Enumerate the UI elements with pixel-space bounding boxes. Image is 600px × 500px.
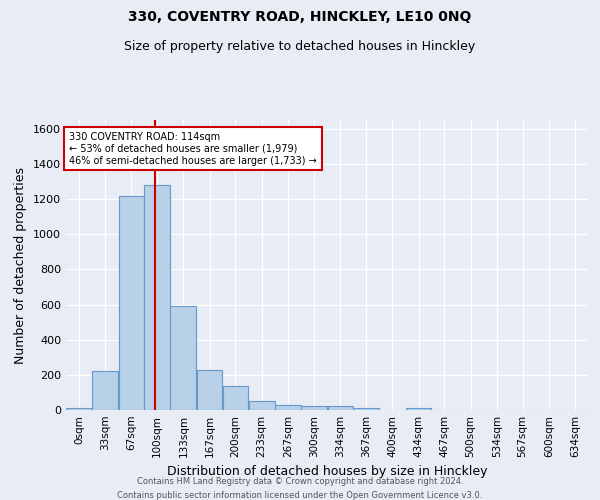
- Y-axis label: Number of detached properties: Number of detached properties: [14, 166, 28, 364]
- Bar: [275, 404, 301, 410]
- Bar: [406, 408, 431, 410]
- Bar: [328, 406, 353, 410]
- Text: Size of property relative to detached houses in Hinckley: Size of property relative to detached ho…: [124, 40, 476, 53]
- Bar: [145, 185, 170, 410]
- Bar: [66, 408, 92, 410]
- Bar: [170, 306, 196, 410]
- Bar: [223, 386, 248, 410]
- X-axis label: Distribution of detached houses by size in Hinckley: Distribution of detached houses by size …: [167, 466, 487, 478]
- Bar: [119, 196, 144, 410]
- Text: 330 COVENTRY ROAD: 114sqm
← 53% of detached houses are smaller (1,979)
46% of se: 330 COVENTRY ROAD: 114sqm ← 53% of detac…: [69, 132, 317, 166]
- Text: Contains HM Land Registry data © Crown copyright and database right 2024.: Contains HM Land Registry data © Crown c…: [137, 478, 463, 486]
- Text: Contains public sector information licensed under the Open Government Licence v3: Contains public sector information licen…: [118, 491, 482, 500]
- Bar: [353, 408, 379, 410]
- Text: 330, COVENTRY ROAD, HINCKLEY, LE10 0NQ: 330, COVENTRY ROAD, HINCKLEY, LE10 0NQ: [128, 10, 472, 24]
- Bar: [301, 406, 327, 410]
- Bar: [248, 401, 275, 410]
- Bar: [197, 370, 223, 410]
- Bar: [92, 372, 118, 410]
